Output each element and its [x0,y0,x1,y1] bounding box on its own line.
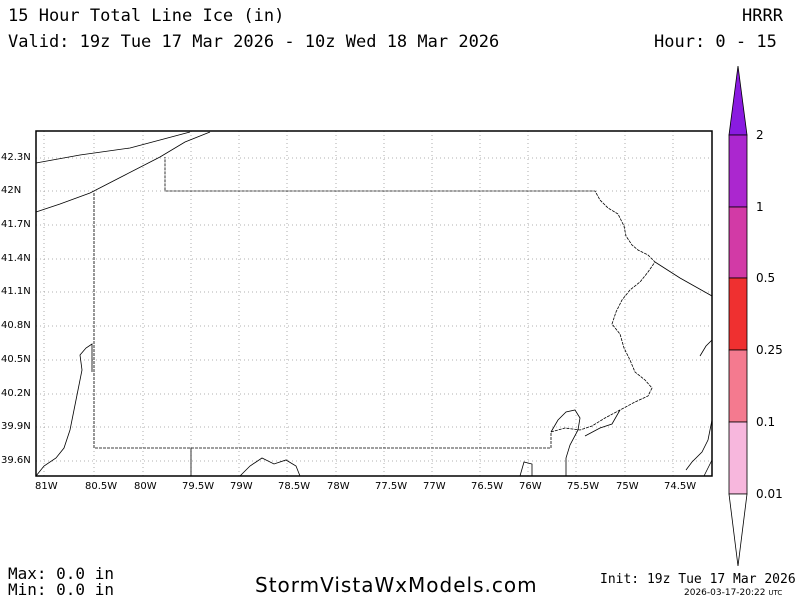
model-name: HRRR [742,6,783,26]
pennsylvania-border [93,157,656,449]
atlantic-coast [685,419,713,471]
lake-erie-north-shore [35,131,191,164]
colorbar-label-0.1: 0.1 [756,415,776,429]
colorbar-label-0.5: 0.5 [756,271,776,285]
forecast-hour-range: Hour: 0 - 15 [654,32,777,52]
latitude-tick-label: 39.6N [1,455,31,466]
ny-nj-border [654,261,713,297]
init-time: Init: 19z Tue 17 Mar 2026 [600,572,796,587]
colorbar-segment-1-2 [728,134,748,208]
latitude-tick-label: 41.7N [1,219,31,230]
site-brand: StormVistaWxModels.com [255,573,538,597]
lake-erie-south-shore [35,131,211,213]
max-value: Max: 0.0 in [8,564,114,583]
latitude-tick-label: 40.5N [1,354,31,365]
atlantic-coast-2 [703,459,713,477]
chesapeake-shore [519,461,533,477]
min-value: Min: 0.0 in [8,580,114,599]
latitude-tick-label: 41.4N [1,253,31,264]
delaware-bay-east [584,409,621,437]
timestamp-unit: UTC [768,589,783,597]
colorbar-segment-0.01-0.1 [728,421,748,495]
ohio-river [35,343,93,477]
latitude-tick-label: 41.1N [1,286,31,297]
longitude-tick-label: 80W [134,481,157,492]
latitude-tick-label: 42.3N [1,152,31,163]
longitude-tick-label: 76W [519,481,542,492]
longitude-tick-label: 81W [35,481,58,492]
state-boundaries [35,131,713,477]
latitude-tick-label: 40.2N [1,388,31,399]
colorbar-bottom-arrow [728,493,748,567]
colorbar-label-0.01: 0.01 [756,487,783,501]
latitude-tick-label: 39.9N [1,421,31,432]
colorbar-top-arrow [728,65,748,136]
colorbar-segment-0.25-0.5 [728,277,748,351]
longitude-tick-label: 75.5W [567,481,600,492]
longitude-tick-label: 80.5W [85,481,118,492]
longitude-tick-label: 77W [423,481,446,492]
map-frame [35,130,713,477]
longitude-tick-label: 79.5W [182,481,215,492]
longitude-tick-label: 78.5W [278,481,311,492]
colorbar-label-1: 1 [756,200,764,214]
colorbar-label-0.25: 0.25 [756,343,783,357]
latitude-tick-label: 42N [1,185,22,196]
longitude-tick-label: 77.5W [375,481,408,492]
colorbar-label-2: 2 [756,128,764,142]
md-shore-south [239,457,301,477]
gridlines [36,131,712,476]
longitude-tick-label: 78W [327,481,350,492]
longitude-tick-label: 76.5W [471,481,504,492]
map-title: 15 Hour Total Line Ice (in) [8,6,285,26]
generated-timestamp: 2026-03-17-20:22 UTC [684,588,782,598]
nj-coast [699,339,713,357]
longitude-tick-label: 74.5W [664,481,697,492]
longitude-tick-label: 79W [230,481,253,492]
longitude-tick-label: 75W [616,481,639,492]
delaware-bay-west [550,409,581,476]
timestamp-value: 2026-03-17-20:22 [684,588,766,598]
colorbar-segment-0.1-0.25 [728,349,748,423]
valid-period: Valid: 19z Tue 17 Mar 2026 - 10z Wed 18 … [8,32,500,52]
colorbar-segment-0.5-1 [728,206,748,279]
latitude-tick-label: 40.8N [1,320,31,331]
